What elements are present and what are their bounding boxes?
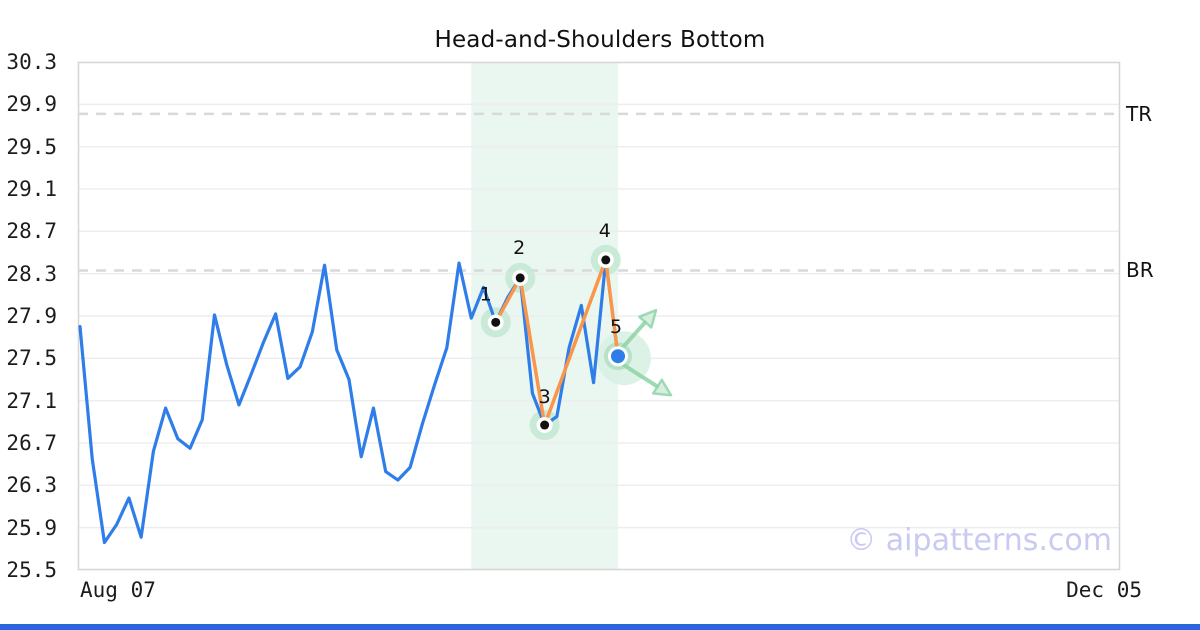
y-tick-label: 26.3 — [6, 473, 57, 498]
bottom-accent-bar — [0, 624, 1200, 630]
y-tick-label: 27.9 — [6, 304, 57, 328]
y-tick-label: 25.5 — [6, 558, 57, 582]
br-level-label: BR — [1126, 258, 1154, 282]
y-tick-label: 29.1 — [6, 177, 57, 201]
y-tick-label: 29.9 — [6, 92, 57, 117]
pattern-point-2 — [515, 273, 525, 283]
tr-level-label: TR — [1126, 102, 1153, 126]
pattern-point-label: 2 — [513, 237, 525, 259]
y-tick-label: 26.7 — [6, 431, 57, 455]
chart-title: Head-and-Shoulders Bottom — [434, 27, 766, 53]
x-tick-start: Aug 07 — [80, 578, 156, 602]
forecast-arrow-up — [620, 320, 648, 351]
pattern-point-4 — [601, 255, 611, 265]
y-tick-label: 28.7 — [6, 219, 57, 244]
pattern-point-label: 4 — [599, 220, 611, 242]
price-line — [78, 258, 620, 545]
pattern-point-label: 5 — [610, 316, 622, 338]
pattern-point-1 — [491, 317, 501, 327]
watermark: © aipatterns.com — [846, 523, 1112, 558]
forecast-arrow-up-head — [638, 308, 658, 329]
pattern-point-label: 1 — [480, 283, 492, 305]
plot-frame — [77, 61, 1121, 571]
x-tick-end: Dec 05 — [1066, 578, 1142, 602]
y-tick-label: 28.3 — [6, 261, 57, 286]
y-tick-label: 27.5 — [6, 346, 57, 371]
forecast-arrow-down-head — [651, 378, 673, 397]
forecast-arrow-down — [622, 363, 660, 389]
y-tick-label: 30.3 — [6, 50, 57, 74]
y-tick-label: 29.5 — [6, 134, 57, 159]
y-tick-label: 27.1 — [6, 388, 57, 413]
pattern-point-5 — [611, 349, 625, 364]
pattern-point-3 — [540, 420, 550, 430]
pattern-point-label: 3 — [539, 386, 551, 408]
y-tick-label: 25.9 — [6, 515, 57, 540]
